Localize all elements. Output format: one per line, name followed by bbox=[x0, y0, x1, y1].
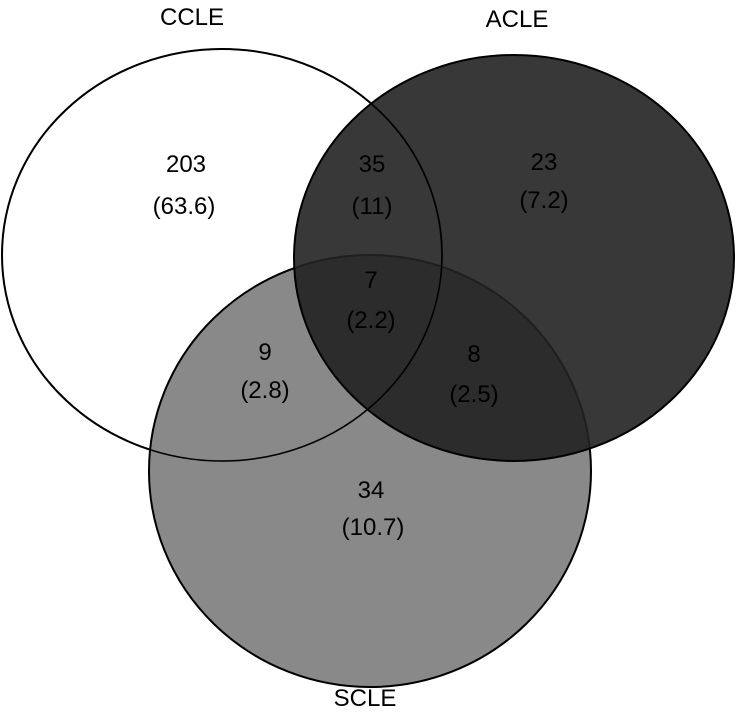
acle-only-percent: (7.2) bbox=[519, 187, 568, 214]
ccle-scle-count: 9 bbox=[258, 339, 271, 366]
acle-label: ACLE bbox=[486, 6, 549, 33]
scle-only-percent: (10.7) bbox=[342, 514, 405, 541]
ccle-acle-percent: (11) bbox=[352, 193, 393, 220]
acle-only-count: 23 bbox=[531, 149, 558, 176]
all-three-count: 7 bbox=[364, 267, 377, 294]
acle-scle-percent: (2.5) bbox=[449, 381, 498, 408]
ccle-outline bbox=[1, 48, 443, 462]
scle-only-count: 34 bbox=[358, 477, 385, 504]
ccle-acle-count: 35 bbox=[359, 151, 386, 178]
acle-scle-count: 8 bbox=[467, 341, 480, 368]
acle-circle bbox=[293, 54, 735, 462]
scle-label: SCLE bbox=[334, 685, 397, 712]
ccle-only-percent: (63.6) bbox=[153, 193, 216, 220]
all-three-percent: (2.2) bbox=[346, 307, 395, 334]
ccle-label: CCLE bbox=[160, 4, 224, 31]
ccle-only-count: 203 bbox=[166, 151, 206, 178]
ccle-scle-percent: (2.8) bbox=[240, 377, 289, 404]
